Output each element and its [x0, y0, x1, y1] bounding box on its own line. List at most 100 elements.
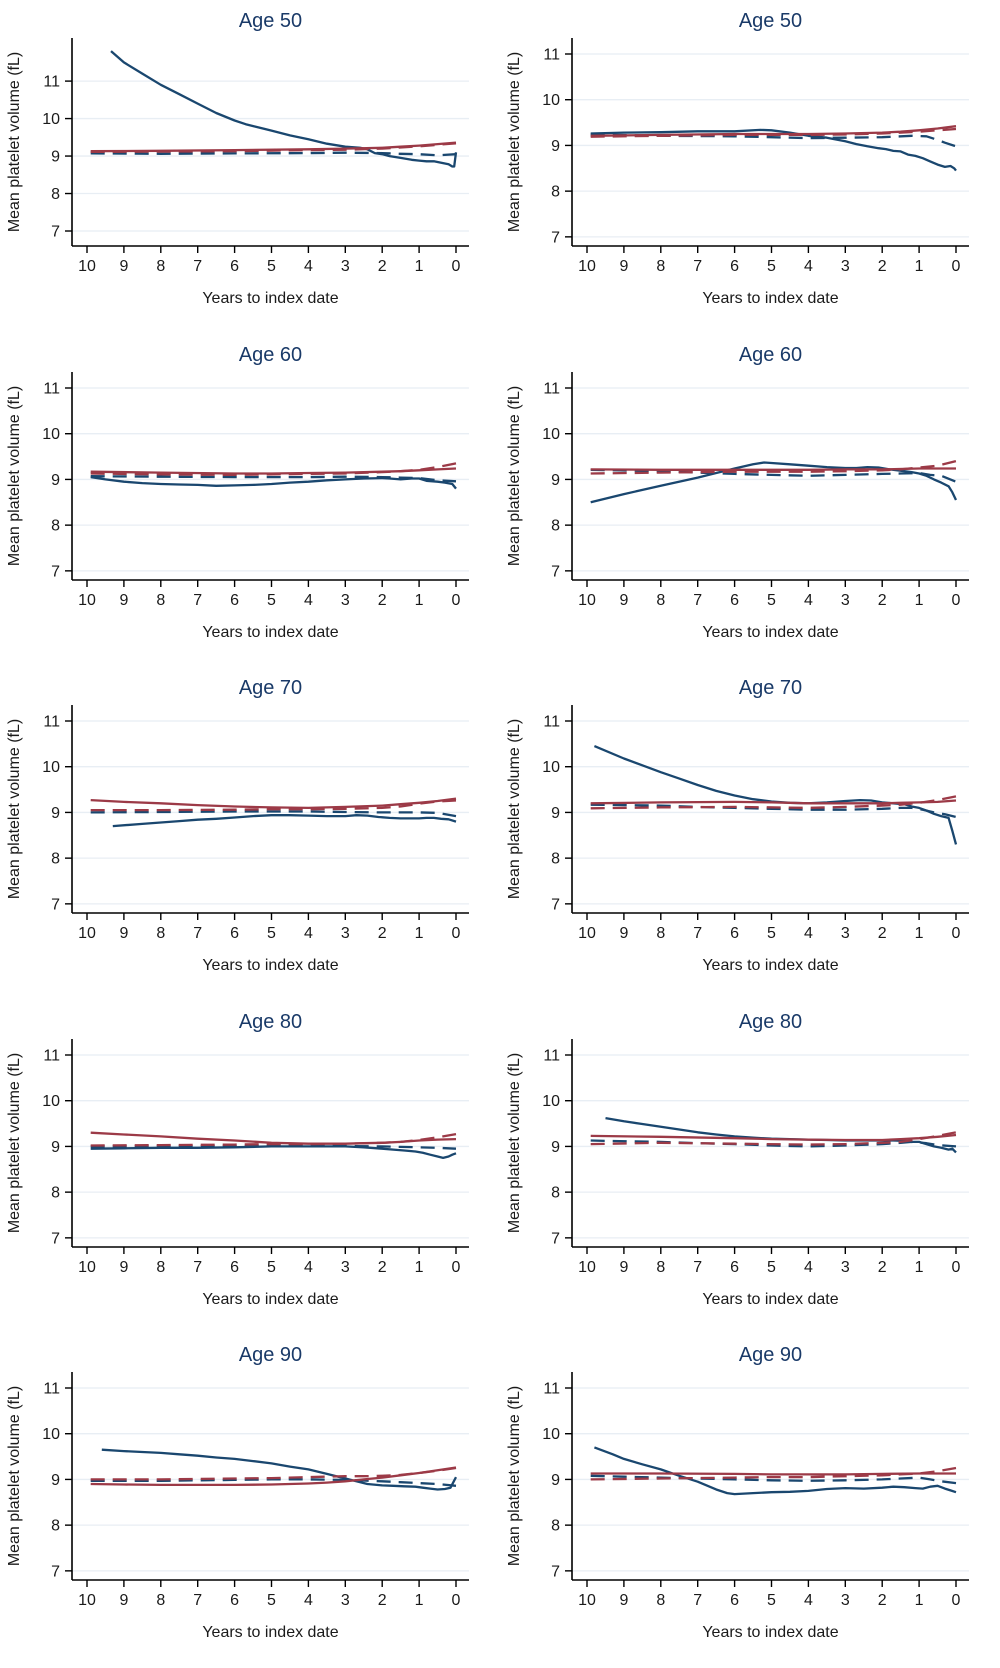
x-tick-label: 4 [804, 1592, 813, 1609]
y-tick-label: 7 [551, 897, 560, 914]
x-tick-label: 2 [378, 925, 387, 942]
chart-title: Age 90 [239, 1344, 302, 1366]
y-tick-label: 11 [43, 1381, 60, 1398]
series-dashed-maroon [90, 799, 457, 812]
x-tick-label: 7 [693, 1592, 702, 1609]
x-tick-label: 6 [230, 1592, 239, 1609]
x-tick-label: 2 [378, 1259, 387, 1276]
y-tick-label: 11 [543, 1381, 560, 1398]
x-tick-label: 3 [841, 1592, 850, 1609]
y-tick-label: 11 [43, 714, 60, 731]
x-tick-label: 3 [841, 1259, 850, 1276]
x-tick-label: 0 [952, 1592, 961, 1609]
y-axis-label: Mean platelet volume (fL) [506, 385, 523, 565]
y-tick-label: 10 [542, 92, 560, 109]
x-tick-label: 5 [267, 258, 276, 275]
x-tick-label: 5 [267, 925, 276, 942]
series-dashed-navy [90, 1478, 457, 1488]
x-tick-label: 4 [804, 258, 813, 275]
series-solid-navy [593, 1446, 957, 1496]
y-tick-label: 7 [51, 563, 60, 580]
series-solid-navy [90, 475, 457, 489]
chart-title: Age 80 [239, 1011, 302, 1033]
x-tick-label: 10 [578, 925, 596, 942]
series-solid-navy [593, 745, 958, 845]
x-tick-label: 5 [767, 925, 776, 942]
x-tick-label: 1 [415, 925, 424, 942]
series-solid-navy [112, 814, 457, 828]
series-dashed-maroon [590, 1467, 957, 1481]
series-dashed-navy [590, 468, 957, 483]
x-tick-label: 0 [452, 1592, 461, 1609]
x-tick-label: 8 [656, 592, 665, 609]
x-tick-label: 9 [119, 925, 128, 942]
series-dashed-navy [590, 133, 957, 148]
series-solid-maroon [590, 1133, 957, 1141]
x-tick-label: 0 [452, 925, 461, 942]
x-tick-label: 9 [119, 1259, 128, 1276]
x-axis-label: Years to index date [202, 1624, 338, 1641]
chart-title: Age 50 [239, 10, 302, 32]
x-tick-label: 5 [267, 1592, 276, 1609]
x-tick-label: 7 [693, 592, 702, 609]
y-tick-label: 11 [543, 46, 560, 63]
x-axis-label: Years to index date [702, 957, 838, 974]
y-axis-label: Mean platelet volume (fL) [6, 1386, 23, 1566]
x-tick-label: 7 [193, 1259, 202, 1276]
y-axis-label: Mean platelet volume (fL) [6, 52, 23, 232]
series-dashed-maroon [590, 795, 957, 810]
x-tick-label: 3 [841, 925, 850, 942]
x-tick-label: 6 [230, 258, 239, 275]
x-tick-label: 10 [78, 1259, 96, 1276]
x-tick-label: 4 [804, 1259, 813, 1276]
x-tick-label: 9 [119, 1592, 128, 1609]
series-solid-maroon [590, 466, 956, 471]
y-axis-label: Mean platelet volume (fL) [506, 1053, 523, 1233]
x-tick-label: 2 [878, 592, 887, 609]
series-dashed-navy [90, 474, 457, 483]
x-tick-label: 9 [619, 258, 628, 275]
x-tick-label: 4 [304, 925, 313, 942]
x-tick-label: 0 [452, 258, 461, 275]
y-tick-label: 8 [51, 851, 60, 868]
y-tick-label: 9 [51, 1472, 60, 1489]
x-tick-label: 8 [656, 258, 665, 275]
y-axis-label: Mean platelet volume (fL) [506, 52, 523, 232]
y-tick-label: 11 [543, 1047, 560, 1064]
y-tick-label: 7 [51, 897, 60, 914]
x-axis-label: Years to index date [202, 290, 338, 307]
x-tick-label: 2 [378, 1592, 387, 1609]
x-tick-label: 3 [841, 258, 850, 275]
series-dashed-navy [90, 810, 457, 818]
series-dashed-maroon [590, 459, 957, 475]
x-tick-label: 0 [452, 592, 461, 609]
y-tick-label: 10 [542, 1093, 560, 1110]
y-tick-label: 11 [43, 1047, 60, 1064]
y-tick-label: 7 [551, 563, 560, 580]
chart-title: Age 60 [239, 344, 302, 366]
x-tick-label: 6 [730, 258, 739, 275]
x-axis-label: Years to index date [702, 1624, 838, 1641]
x-tick-label: 0 [952, 592, 961, 609]
x-tick-label: 0 [952, 1259, 961, 1276]
y-tick-label: 11 [43, 74, 60, 91]
x-tick-label: 7 [193, 258, 202, 275]
y-tick-label: 7 [51, 1230, 60, 1247]
x-tick-label: 1 [915, 592, 924, 609]
x-tick-label: 0 [452, 1259, 461, 1276]
x-tick-label: 10 [78, 258, 96, 275]
x-tick-label: 10 [78, 925, 96, 942]
x-tick-label: 4 [304, 1259, 313, 1276]
x-tick-label: 5 [267, 1259, 276, 1276]
x-tick-label: 6 [230, 1259, 239, 1276]
series-dashed-maroon [90, 1132, 457, 1147]
x-tick-label: 5 [767, 1592, 776, 1609]
x-tick-label: 3 [341, 258, 350, 275]
series-dashed-maroon [590, 127, 957, 138]
x-axis-label: Years to index date [702, 1291, 838, 1308]
y-tick-label: 9 [551, 1139, 560, 1156]
y-tick-label: 11 [543, 714, 560, 731]
x-tick-label: 8 [656, 1592, 665, 1609]
